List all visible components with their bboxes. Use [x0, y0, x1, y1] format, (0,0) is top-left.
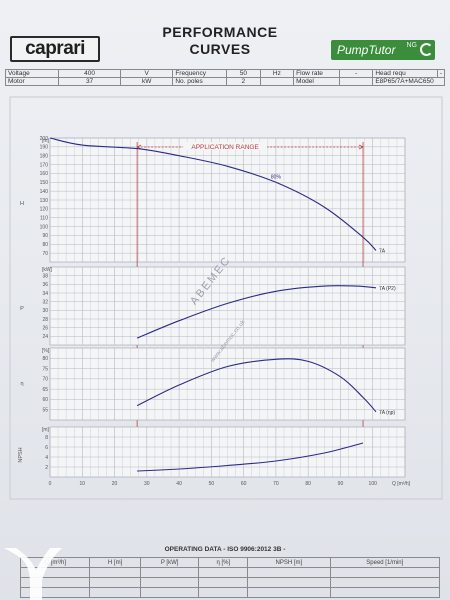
y-unit-label: [kW]: [42, 267, 53, 273]
x-tick-label: 70: [273, 481, 279, 487]
curve-annotation: 80%: [271, 175, 282, 181]
y-tick-label: 60: [42, 397, 48, 403]
curve-efficiency: [136, 358, 377, 413]
y-tick-label: 170: [40, 162, 49, 168]
series-label: 7A: [379, 248, 386, 254]
y-tick-label: 80: [42, 242, 48, 248]
y-unit-label: [m]: [42, 427, 50, 433]
chart-frame: [9, 96, 443, 500]
y-tick-label: 32: [42, 299, 48, 305]
y-tick-label: 65: [42, 387, 48, 393]
operating-header-row: Q [m³/h] H [m] P [kW] η [%] NPSH [m] Spe…: [19, 557, 441, 568]
operating-data-table: Q [m³/h] H [m] P [kW] η [%] NPSH [m] Spe…: [19, 557, 441, 598]
caprari-logo: caprari: [10, 36, 100, 62]
y-tick-label: 6: [45, 445, 48, 451]
pumptutor-label: PumpTutor: [337, 43, 396, 57]
operating-header: P [kW]: [139, 557, 200, 568]
spec-cell: [339, 77, 374, 86]
y-tick-label: 75: [42, 366, 48, 372]
x-tick-label: 100: [369, 481, 378, 487]
range-arrow-head-left: [136, 144, 142, 150]
operating-row: [19, 587, 441, 598]
y-tick-label: 110: [40, 216, 48, 222]
corner-logo-icon: [4, 548, 62, 600]
x-tick-label: 0: [49, 481, 52, 487]
series-label: 7A (P2): [379, 286, 396, 292]
y-tick-label: 150: [40, 180, 49, 186]
x-tick-label: 80: [305, 481, 311, 487]
range-arrow-head-right: [358, 144, 364, 150]
x-tick-label: 90: [338, 481, 344, 487]
y-tick-label: 70: [42, 251, 48, 257]
y-unit-label: [m]: [42, 138, 50, 144]
y-tick-label: 200: [40, 136, 49, 142]
x-tick-label: 60: [241, 481, 247, 487]
spec-cell: No. poles: [172, 77, 228, 86]
y-axis-label: P: [20, 306, 24, 312]
y-tick-label: 2: [45, 465, 48, 471]
spec-row-motor: Motor 37 kW No. poles 2 Model E8P65/7A+M…: [4, 77, 445, 86]
y-tick-label: 4: [45, 455, 48, 461]
y-tick-label: 100: [40, 224, 49, 230]
curve-head: [49, 137, 377, 251]
pumptutor-ng-label: NG: [406, 42, 418, 49]
y-unit-label: [%]: [42, 348, 50, 354]
range-label-bg: [183, 142, 268, 150]
y-tick-label: 190: [40, 145, 49, 151]
curve-npsh: [137, 442, 364, 472]
swirl-icon: [420, 43, 433, 56]
y-tick-label: 30: [42, 308, 48, 314]
x-tick-label: 40: [176, 481, 182, 487]
y-tick-label: 34: [42, 291, 48, 297]
spec-cell: kW: [119, 77, 174, 86]
operating-header: η [%]: [198, 557, 249, 568]
x-tick-label: 50: [209, 481, 215, 487]
y-axis-label: η: [20, 381, 23, 387]
y-tick-label: 8: [45, 435, 48, 441]
operating-header: Speed [1/min]: [329, 557, 441, 568]
y-tick-label: 140: [40, 189, 49, 195]
title-line-1: PERFORMANCE: [162, 24, 278, 40]
operating-header: NPSH [m]: [247, 557, 331, 568]
y-axis-label: H: [20, 201, 24, 207]
series-label: 7A (ηp): [379, 410, 395, 416]
y-tick-label: 120: [40, 207, 49, 213]
operating-row: [19, 567, 441, 578]
y-tick-label: 26: [42, 325, 48, 331]
x-tick-label: 30: [144, 481, 150, 487]
y-tick-label: 160: [40, 171, 49, 177]
y-tick-label: 38: [42, 273, 48, 279]
x-axis-label: Q [m³/h]: [392, 481, 411, 487]
operating-row: [19, 577, 441, 588]
title-line-2: CURVES: [189, 41, 251, 57]
y-tick-label: 24: [42, 334, 48, 340]
y-tick-label: 36: [42, 282, 48, 288]
y-tick-label: 90: [42, 233, 48, 239]
pumptutor-logo: PumpTutor NG: [331, 40, 435, 60]
spec-cell: Motor: [4, 77, 60, 86]
page-title: PERFORMANCE CURVES: [150, 24, 290, 58]
y-tick-label: 180: [40, 154, 49, 160]
y-tick-label: 55: [42, 408, 48, 414]
spec-cell: E8P65/7A+MAC650: [372, 77, 445, 86]
y-tick-label: 80: [42, 356, 48, 362]
application-range-label: APPLICATION RANGE: [191, 144, 259, 151]
curve-power: [136, 285, 377, 339]
y-tick-label: 130: [40, 198, 49, 204]
y-tick-label: 70: [42, 377, 48, 383]
spec-table: Voltage 400 V Frequency 50 Hz Flow rate …: [4, 69, 446, 86]
x-tick-label: 20: [112, 481, 118, 487]
operating-header: H [m]: [89, 557, 141, 568]
x-tick-label: 10: [79, 481, 85, 487]
operating-data-title: OPERATING DATA - ISO 9906:2012 3B -: [164, 546, 286, 553]
y-axis-label: NPSH: [18, 447, 24, 462]
y-tick-label: 28: [42, 317, 48, 323]
